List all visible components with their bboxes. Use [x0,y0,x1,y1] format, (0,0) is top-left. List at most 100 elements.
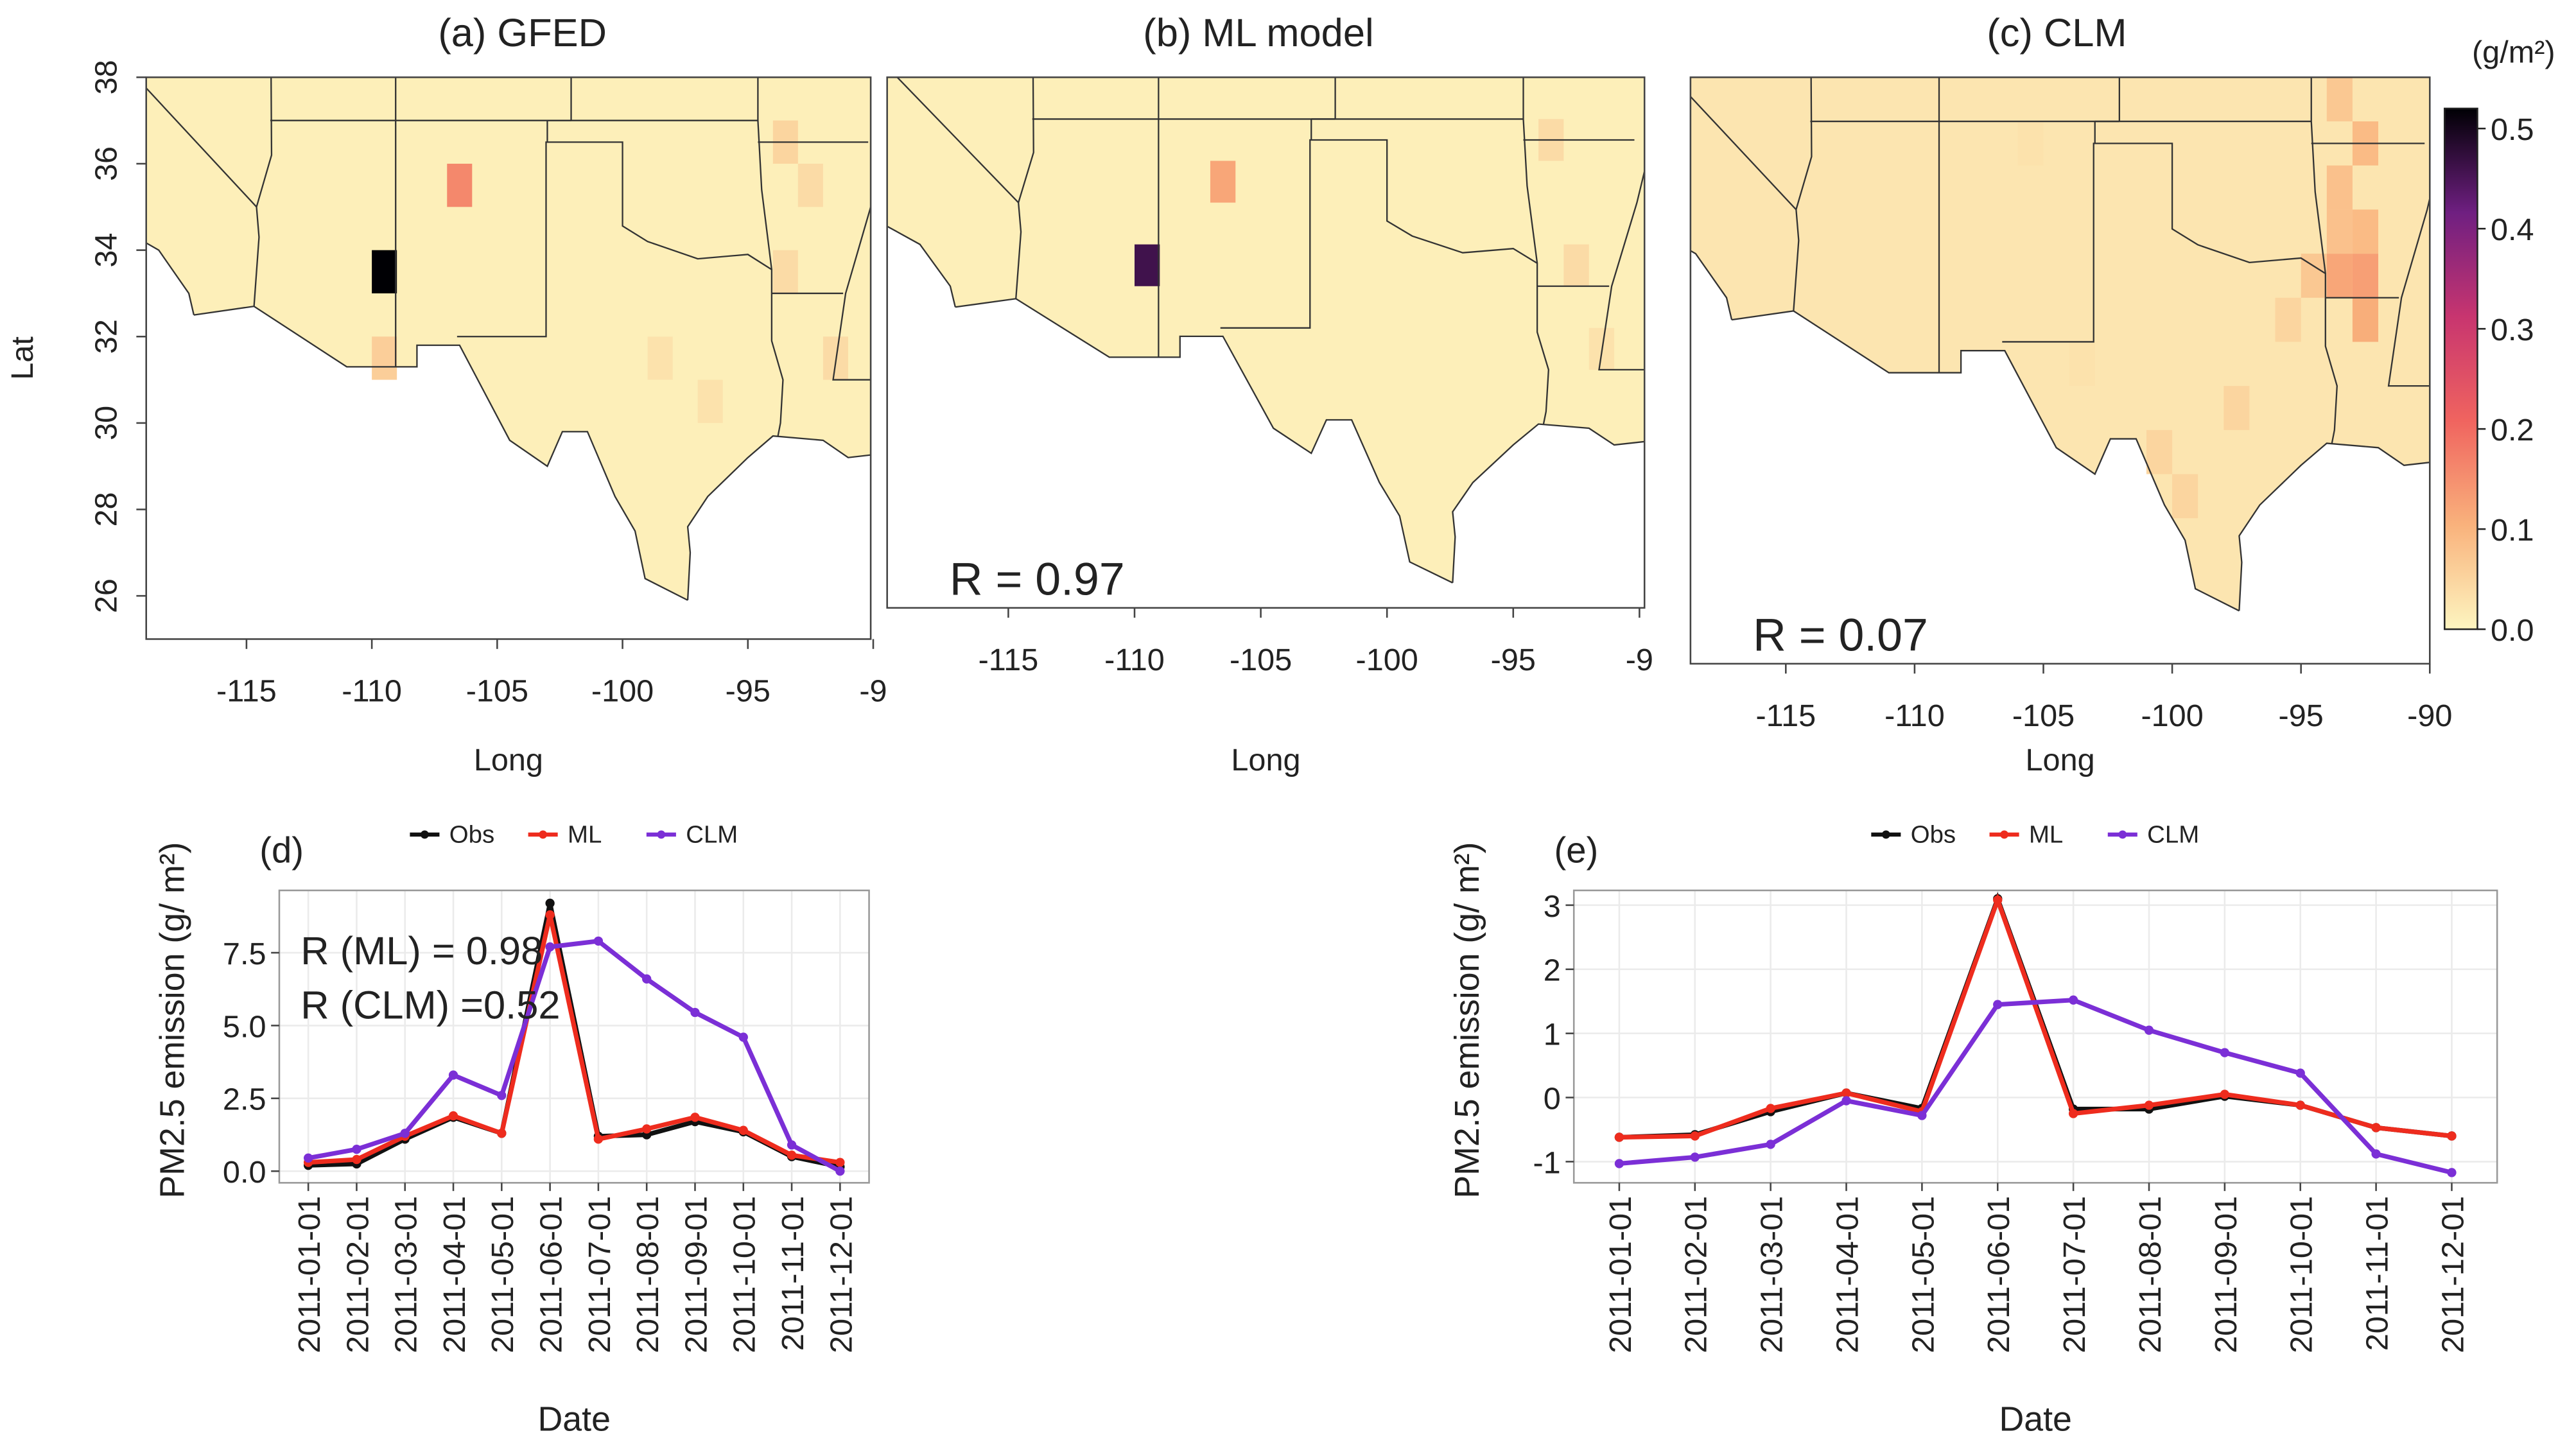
y-tick-label: 26 [89,578,124,613]
x-tick-label: -100 [591,674,654,709]
grid-cell [697,379,723,423]
grid-cell [2146,429,2173,474]
grid-cell [2172,474,2198,519]
y-tick-label: 1 [1544,1018,1561,1052]
y-tick-label: 28 [89,492,124,526]
state-boundary [1690,95,1797,211]
y-tick-label: 36 [89,146,124,181]
panel-border [1689,76,2431,665]
state-boundary [1522,77,1538,264]
colorbar-tick-label: 0.1 [2491,513,2534,548]
x-tick-label: 2011-03-01 [1755,1196,1789,1353]
x-tick-label: 2011-10-01 [727,1196,762,1353]
grid-cell [1210,161,1236,203]
x-tick-label: -90 [2407,698,2452,733]
y-tick-label: 2 [1544,953,1561,988]
map-area [1690,77,2430,612]
data-point [1690,1131,1700,1141]
x-tick-label: 2011-05-01 [1906,1196,1940,1353]
panel-title: (a) GFED [438,11,607,55]
data-point [690,1113,700,1122]
data-point [642,974,652,984]
x-tick-label: -100 [1356,643,1418,677]
y-tick-label: -1 [1533,1145,1561,1180]
data-point [1690,1152,1700,1162]
data-point [1917,1111,1927,1120]
legend-dot [2118,830,2127,839]
x-tick-label: 2011-04-01 [1830,1196,1865,1353]
x-tick-label: 2011-07-01 [582,1196,617,1353]
data-point [545,898,555,908]
y-tick-label: 3 [1544,889,1561,924]
state-boundary [832,204,871,381]
x-tick-label: 2011-06-01 [534,1196,569,1353]
data-point [545,942,555,952]
state-boundary [253,77,273,307]
x-tick-label: 2011-08-01 [631,1196,665,1353]
state-boundary [1598,168,1645,371]
data-point [448,1111,458,1121]
x-tick-label: -95 [726,674,770,709]
x-tick-label: 2011-12-01 [824,1196,858,1353]
grid-cell [2352,254,2379,298]
x-tick-label: -110 [1884,698,1945,733]
x-tick-label: -105 [2012,698,2075,733]
x-tick-label: -115 [216,674,277,709]
x-axis-label: Long [474,743,543,777]
series-line [1619,998,2453,1175]
state-boundary [1452,423,1645,583]
data-point [1993,1000,2003,1009]
colorbar-tick-label: 0.3 [2491,313,2534,347]
x-axis-label: Long [1231,743,1300,777]
data-point [2068,1109,2078,1118]
state-boundary [686,435,871,600]
data-point [545,910,555,920]
x-tick-label: 2011-06-01 [1981,1196,2016,1353]
x-tick-label: 2011-09-01 [2209,1196,2243,1353]
data-point [497,1091,507,1100]
grid-cell [772,250,798,293]
x-tick-label: -110 [1104,643,1165,677]
y-axis-label: PM2.5 emission (g/ m²) [1448,842,1486,1198]
data-point [2447,1131,2457,1141]
legend-label: CLM [2147,821,2199,849]
colorbar-tick-label: 0.0 [2491,613,2534,648]
state-boundary [887,225,956,308]
state-boundary [1793,77,1813,311]
annotation: R (CLM) =0.52 [300,984,560,1028]
state-boundary [2310,77,2326,274]
grid-cell [1563,244,1589,286]
data-point [1766,1104,1775,1113]
data-point [690,1007,700,1018]
grid-cell [647,336,673,380]
legend-label: CLM [686,821,738,849]
data-point [1614,1159,1624,1168]
state-boundary [1220,139,1549,424]
y-tick-label: 32 [89,319,124,354]
data-point [642,1124,652,1134]
legend-label: Obs [449,821,494,849]
x-tick-label: 2011-04-01 [437,1196,472,1353]
x-tick-label: -110 [342,674,402,709]
legend-dot [539,830,548,839]
data-point [1841,1096,1851,1106]
x-tick-label: 2011-07-01 [2057,1196,2092,1353]
legend-dot [421,830,429,839]
data-point [2295,1100,2305,1110]
data-point [787,1150,797,1160]
grid-cell [2017,121,2044,166]
data-point [593,936,604,946]
data-point [2371,1123,2381,1132]
panel-border [278,889,870,1184]
y-tick-label: 0 [1544,1081,1561,1116]
grid-cell [447,164,473,207]
data-point [1766,1140,1775,1149]
x-tick-label: 2011-05-01 [485,1196,520,1353]
x-tick-label: 2011-11-01 [2360,1196,2395,1351]
map-area [146,77,871,601]
data-point [738,1032,748,1042]
data-point [2447,1168,2457,1177]
y-tick-label: 0.0 [223,1155,266,1190]
series-line [1619,893,2452,1140]
colorbar [2444,107,2478,630]
